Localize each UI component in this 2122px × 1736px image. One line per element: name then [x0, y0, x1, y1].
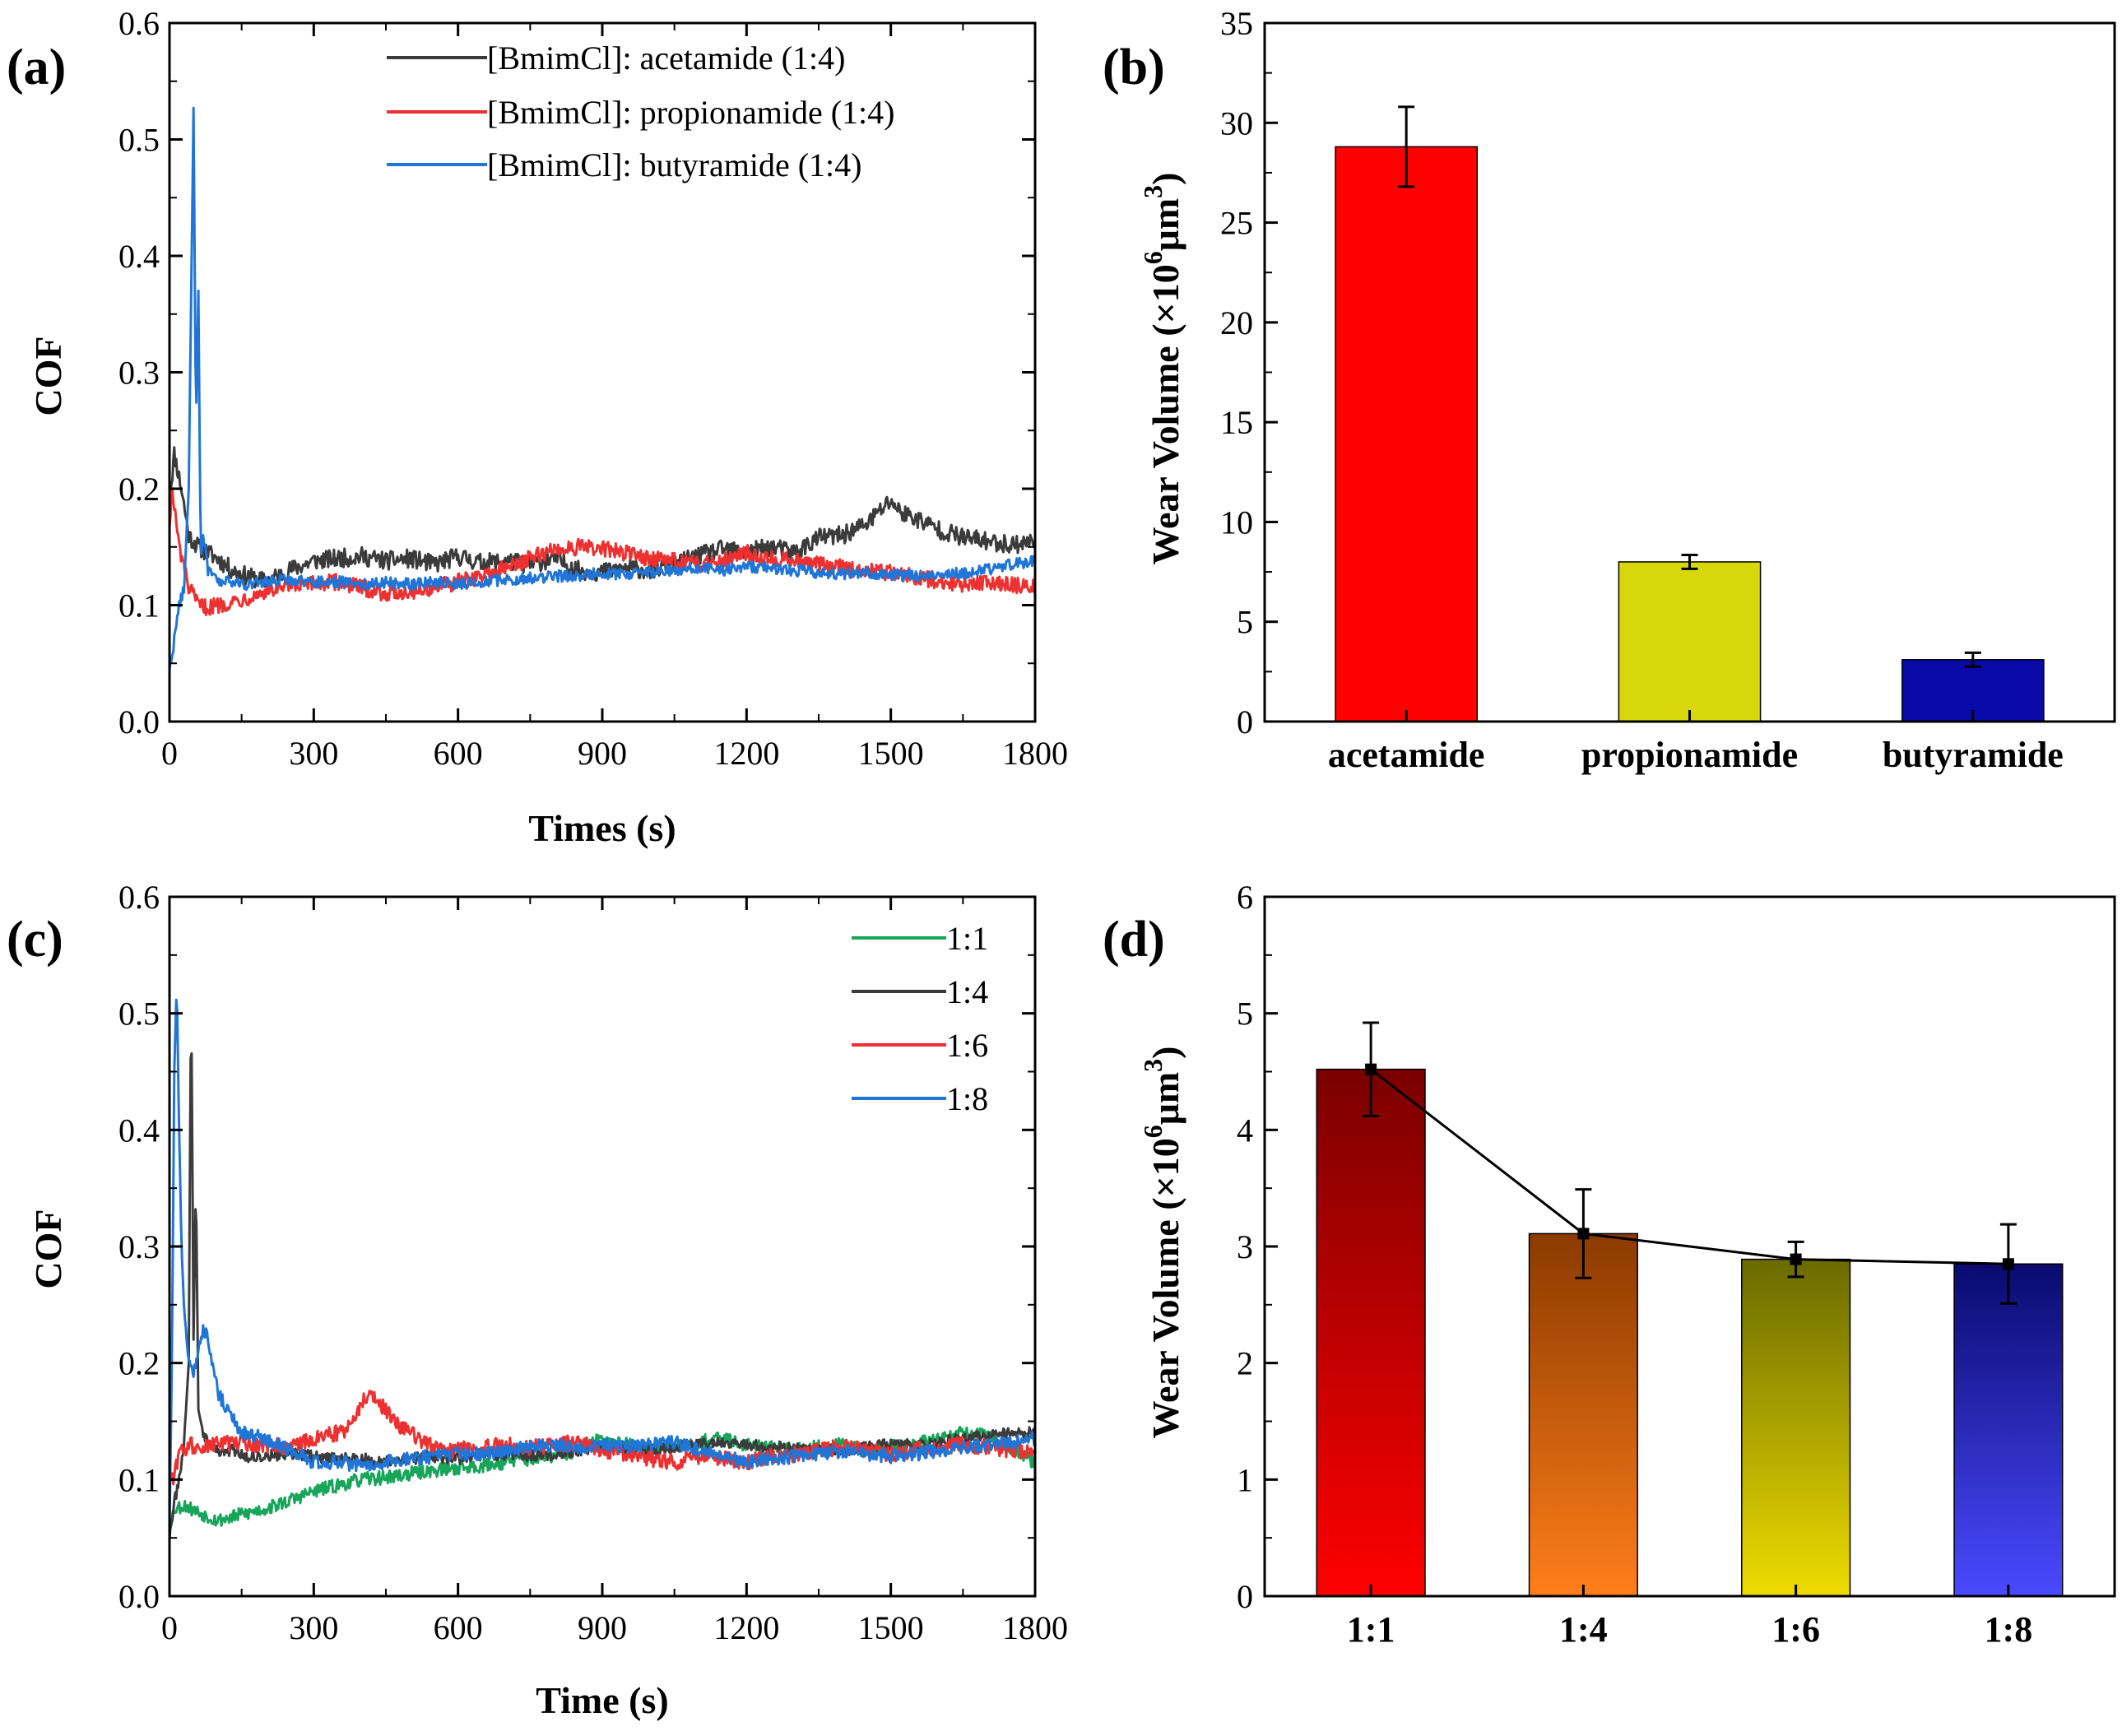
y-tick-label: 20: [1220, 304, 1253, 341]
x-category-label: propionamide: [1581, 735, 1798, 775]
y-tick-label: 30: [1220, 104, 1253, 142]
series-line-1-4: [168, 1051, 1037, 1541]
y-tick-label: 0.3: [118, 1228, 160, 1265]
panel-b-wear-volume-amides: (b) acetamide propionamide butyramide 0 5 10 1…: [1103, 5, 2116, 775]
trend-line: [1370, 1068, 2008, 1265]
x-tick-label: 1500: [858, 1609, 924, 1646]
y-tick-label: 1: [1237, 1461, 1253, 1498]
x-tick-label: 1800: [1002, 735, 1068, 772]
bar-1-8: [1953, 1263, 2064, 1597]
panel-d-wear-volume-ratios: (d) 1:1 1:4 1:6 1:8 0 1 2 3 4 5 6 Wear Volume (×10…: [1103, 879, 2116, 1650]
series-line-bmimcl-acetamide-1-4: [168, 446, 1037, 590]
bar-acetamide: [1335, 146, 1479, 722]
x-tick-label: 900: [578, 735, 627, 772]
x-category-label: 1:4: [1559, 1609, 1608, 1650]
panel-a-cof-vs-time-amides: (a) 0 300 600 900 1200 1500 1800 0.0 0.1 0.2 0.3 0.…: [7, 5, 1068, 849]
y-tick-label: 0: [1237, 703, 1253, 740]
trend-point: [1577, 1228, 1590, 1240]
bar-propionamide: [1618, 561, 1762, 722]
y-tick-label: 35: [1220, 5, 1253, 42]
panel-a-plot-area: 0 300 600 900 1200 1500 1800 0.0 0.1 0.2 0.3 0.4 0.5…: [118, 5, 1068, 772]
x-tick-label: 0: [161, 1609, 178, 1646]
y-tick-label: 0.6: [118, 879, 160, 916]
panel-c-plot-area: 0 300 600 900 1200 1500 1800 0.0 0.1 0.2 0.3 0.4 0.5…: [118, 879, 1068, 1646]
y-tick-label: 0.1: [118, 587, 160, 624]
panel-d-plot-area: 1:1 1:4 1:6 1:8 0 1 2 3 4 5 6: [1237, 879, 2116, 1650]
y-tick-label: 0.2: [118, 1345, 160, 1382]
x-tick-label: 300: [289, 735, 338, 772]
x-category-label: 1:8: [1985, 1609, 2033, 1650]
x-tick-label: 900: [578, 1609, 627, 1646]
legend-label-1-8: 1:8: [946, 1080, 988, 1117]
panel-b-y-axis-title: Wear Volume (×106μm3): [1138, 173, 1186, 565]
y-tick-label: 0.5: [118, 996, 160, 1033]
legend-label-1-1: 1:1: [946, 920, 988, 957]
bar-1-1: [1316, 1068, 1426, 1597]
panel-c-legend: 1:1 1:4 1:6 1:8: [852, 920, 988, 1117]
panel-d-label: (d): [1103, 912, 1165, 968]
legend-label-acetamide: [BmimCl]: acetamide (1:4): [487, 39, 845, 77]
y-tick-label: 0: [1237, 1578, 1253, 1615]
y-tick-label: 0.4: [118, 1112, 160, 1149]
y-tick-label: 5: [1237, 604, 1253, 641]
plot-frame: [168, 895, 1037, 1598]
x-tick-label: 1200: [713, 735, 779, 772]
x-tick-label: 1500: [858, 735, 924, 772]
x-tick-label: 1800: [1002, 1609, 1068, 1646]
legend-label-1-6: 1:6: [946, 1027, 988, 1064]
trend-point: [1365, 1063, 1377, 1075]
y-tick-label: 15: [1220, 404, 1253, 441]
x-tick-label: 1200: [713, 1609, 779, 1646]
y-tick-label: 0.2: [118, 471, 160, 508]
panel-c-x-axis-title: Time (s): [536, 1679, 668, 1721]
panel-a-x-axis-title: Times (s): [528, 807, 676, 849]
x-tick-label: 300: [289, 1609, 338, 1646]
panel-c-cof-vs-time-ratios: (c) 0 300 600 900 1200 1500 1800 0.0 0.1 0.2 0.3 0.…: [7, 879, 1068, 1721]
panel-a-legend: [BmimCl]: acetamide (1:4) [BmimCl]: prop…: [387, 39, 895, 183]
panel-a-label: (a): [7, 39, 66, 95]
y-tick-label: 4: [1237, 1112, 1253, 1149]
legend-label-1-4: 1:4: [946, 973, 988, 1010]
x-category-label: butyramide: [1883, 735, 2064, 775]
y-tick-label: 5: [1237, 996, 1253, 1033]
bar-1-4: [1528, 1232, 1638, 1597]
y-tick-label: 0.5: [118, 122, 160, 159]
panel-b-plot-area: acetamide propionamide butyramide 0 5 10 15 20 2…: [1220, 5, 2116, 775]
legend-label-propionamide: [BmimCl]: propionamide (1:4): [487, 94, 895, 131]
legend-label-butyramide: [BmimCl]: butyramide (1:4): [487, 146, 862, 183]
y-tick-label: 2: [1237, 1345, 1253, 1382]
y-tick-label: 3: [1237, 1228, 1253, 1265]
series-line-1-8: [168, 998, 1037, 1527]
x-category-label: 1:1: [1347, 1609, 1395, 1650]
bar-1-6: [1741, 1258, 1851, 1597]
x-tick-label: 600: [434, 735, 483, 772]
trend-point: [1790, 1253, 1802, 1265]
y-tick-label: 0.3: [118, 355, 160, 392]
series-line-bmimcl-butyramide-1-4: [168, 106, 1036, 672]
y-tick-label: 0.1: [118, 1461, 160, 1498]
y-tick-label: 6: [1237, 879, 1253, 916]
panel-d-y-axis-title: Wear Volume (×106μm3): [1138, 1047, 1186, 1439]
y-tick-label: 0.6: [118, 5, 160, 42]
panel-b-label: (b): [1103, 39, 1165, 95]
y-tick-label: 0.4: [118, 238, 160, 275]
x-category-label: 1:6: [1771, 1609, 1820, 1650]
x-tick-label: 0: [161, 735, 178, 772]
y-tick-label: 10: [1220, 504, 1253, 541]
x-tick-label: 600: [434, 1609, 483, 1646]
y-tick-label: 0.0: [118, 1578, 160, 1615]
panel-a-y-axis-title: COF: [27, 336, 69, 415]
y-tick-label: 0.0: [118, 703, 160, 740]
panel-c-y-axis-title: COF: [27, 1209, 69, 1288]
panel-c-label: (c): [7, 912, 63, 968]
y-tick-label: 25: [1220, 205, 1253, 242]
x-category-label: acetamide: [1328, 735, 1485, 775]
trend-point: [2002, 1258, 2014, 1270]
